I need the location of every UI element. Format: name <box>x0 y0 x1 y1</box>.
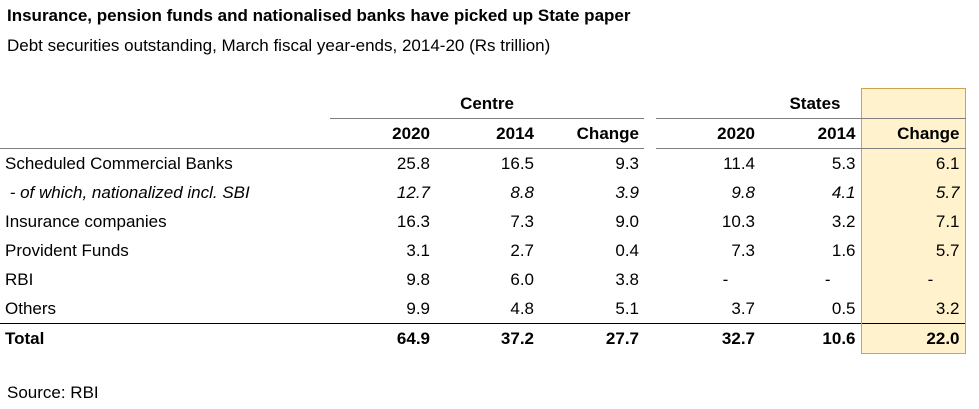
column-header-row: 2020 2014 Change 2020 2014 Change <box>0 118 966 149</box>
cell: 1.6 <box>831 241 856 260</box>
cell: 37.2 <box>435 323 539 354</box>
cell: - <box>824 270 831 289</box>
cell: 10.6 <box>760 323 861 354</box>
cell: 5.1 <box>615 299 639 318</box>
group-header-centre: Centre <box>330 88 644 119</box>
cell-highlighted: 6.1 <box>860 148 966 178</box>
cell: 7.3 <box>731 241 755 260</box>
column-header: 2020 <box>656 118 760 149</box>
cell: 0.4 <box>615 241 639 260</box>
cell: 7.3 <box>510 212 534 231</box>
column-header: 2014 <box>760 118 861 149</box>
cell: 5.3 <box>831 154 856 173</box>
cell: 3.8 <box>615 270 639 289</box>
cell: 16.3 <box>396 212 430 231</box>
cell: 9.9 <box>406 299 430 318</box>
column-header: 2014 <box>435 118 539 149</box>
column-header: Change <box>539 118 644 149</box>
table-row: RBI 9.8 6.0 3.8 - - - <box>0 265 966 294</box>
cell: 9.3 <box>615 154 639 173</box>
cell: 12.7 <box>396 183 430 202</box>
table-row: Others 9.9 4.8 5.1 3.7 0.5 3.2 <box>0 294 966 324</box>
cell-highlighted: 22.0 <box>860 323 966 354</box>
table-row: - of which, nationalized incl. SBI 12.7 … <box>0 178 966 207</box>
row-label: Scheduled Commercial Banks <box>5 154 233 173</box>
row-label: Total <box>0 323 330 354</box>
cell: 3.9 <box>615 183 639 202</box>
table-row: Insurance companies 16.3 7.3 9.0 10.3 3.… <box>0 207 966 236</box>
cell: 32.7 <box>656 323 760 354</box>
cell: 16.5 <box>500 154 534 173</box>
cell-highlighted: - <box>860 265 966 294</box>
cell: 64.9 <box>330 323 435 354</box>
source-note: Source: RBI <box>7 383 99 402</box>
total-row: Total 64.9 37.2 27.7 32.7 10.6 22.0 <box>0 323 966 354</box>
cell-highlighted: 5.7 <box>860 236 966 265</box>
cell: 4.1 <box>831 183 856 202</box>
cell: 25.8 <box>396 154 430 173</box>
cell-highlighted: 3.2 <box>860 294 966 324</box>
cell-highlighted: 7.1 <box>860 207 966 236</box>
cell: 11.4 <box>723 154 755 173</box>
cell: 3.7 <box>731 299 755 318</box>
row-label: Insurance companies <box>5 212 167 231</box>
chart-title: Insurance, pension funds and nationalise… <box>7 6 631 25</box>
cell: 9.8 <box>406 270 430 289</box>
cell: 8.8 <box>510 183 534 202</box>
cell: 4.8 <box>510 299 534 318</box>
cell: 6.0 <box>510 270 534 289</box>
cell: 0.5 <box>831 299 856 318</box>
debt-securities-table: Centre States 2020 2014 Change 2020 2014… <box>0 88 966 354</box>
cell-highlighted: 5.7 <box>860 178 966 207</box>
cell: - <box>722 270 729 289</box>
cell: 9.0 <box>615 212 639 231</box>
table-row: Provident Funds 3.1 2.7 0.4 7.3 1.6 5.7 <box>0 236 966 265</box>
row-label: Others <box>5 299 57 318</box>
cell: 2.7 <box>510 241 534 260</box>
table-row: Scheduled Commercial Banks 25.8 16.5 9.3… <box>0 148 966 178</box>
row-label: - of which, nationalized incl. SBI <box>5 183 250 202</box>
cell: 3.1 <box>406 241 430 260</box>
column-header: 2020 <box>330 118 435 149</box>
row-label: Provident Funds <box>5 241 129 260</box>
chart-subtitle: Debt securities outstanding, March fisca… <box>7 36 551 55</box>
column-header-highlighted: Change <box>860 118 966 149</box>
row-label: RBI <box>5 270 34 289</box>
cell: 3.2 <box>831 212 856 231</box>
cell: 9.8 <box>731 183 755 202</box>
cell: 10.3 <box>721 212 755 231</box>
cell: 27.7 <box>539 323 644 354</box>
group-header-row: Centre States <box>0 88 966 119</box>
group-header-states: States <box>656 88 861 119</box>
